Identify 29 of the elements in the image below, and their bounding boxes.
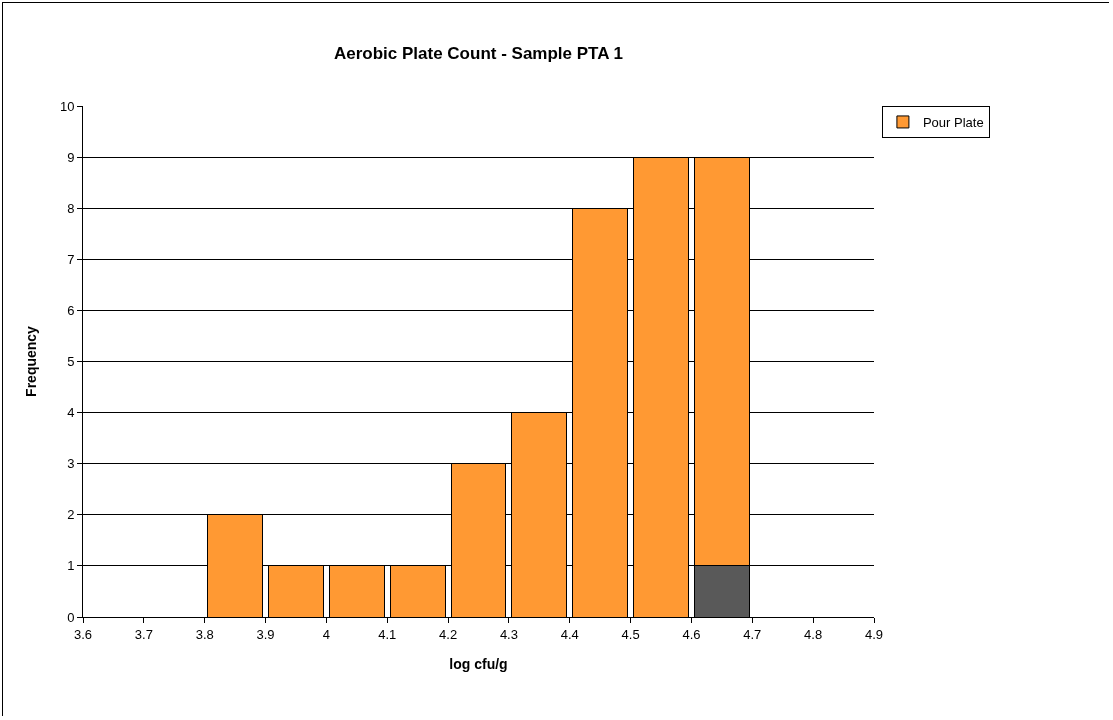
- y-tick-label: 8: [67, 200, 75, 216]
- y-tick-label: 1: [67, 558, 75, 574]
- x-tick-label: 3.8: [195, 626, 214, 642]
- x-tick-label: 4.1: [378, 626, 397, 642]
- y-axis-title: Frequency: [22, 325, 39, 397]
- y-tick-label: 5: [67, 354, 75, 370]
- y-tick-label: 4: [67, 405, 75, 421]
- x-tick-label: 3.6: [73, 626, 93, 642]
- y-tick-label: 2: [67, 507, 75, 523]
- y-tick-label: 9: [67, 149, 75, 165]
- x-tick-label: 4.5: [621, 626, 640, 642]
- x-tick-label: 4.8: [804, 626, 823, 642]
- x-tick-label: 3.7: [134, 626, 153, 642]
- x-axis-title: log cfu/g: [449, 656, 508, 672]
- x-tick-label: 4.6: [682, 626, 701, 642]
- y-tick-label: 10: [59, 98, 75, 114]
- y-tick-label: 0: [67, 609, 75, 625]
- y-tick-label: 6: [67, 302, 75, 318]
- x-tick-label: 4.7: [743, 626, 762, 642]
- x-tick-label: 4.4: [560, 626, 579, 642]
- chart-title: Aerobic Plate Count - Sample PTA 1: [333, 43, 624, 63]
- x-tick-label: 4.3: [499, 626, 518, 642]
- x-tick-label: 4.9: [864, 626, 884, 642]
- x-tick-label: 3.9: [256, 626, 275, 642]
- x-tick-label: 4: [322, 626, 330, 642]
- x-tick-label: 4.2: [439, 626, 458, 642]
- y-tick-label: 3: [67, 456, 75, 472]
- y-tick-label: 7: [67, 251, 75, 267]
- legend-label: Pour Plate: [922, 115, 984, 131]
